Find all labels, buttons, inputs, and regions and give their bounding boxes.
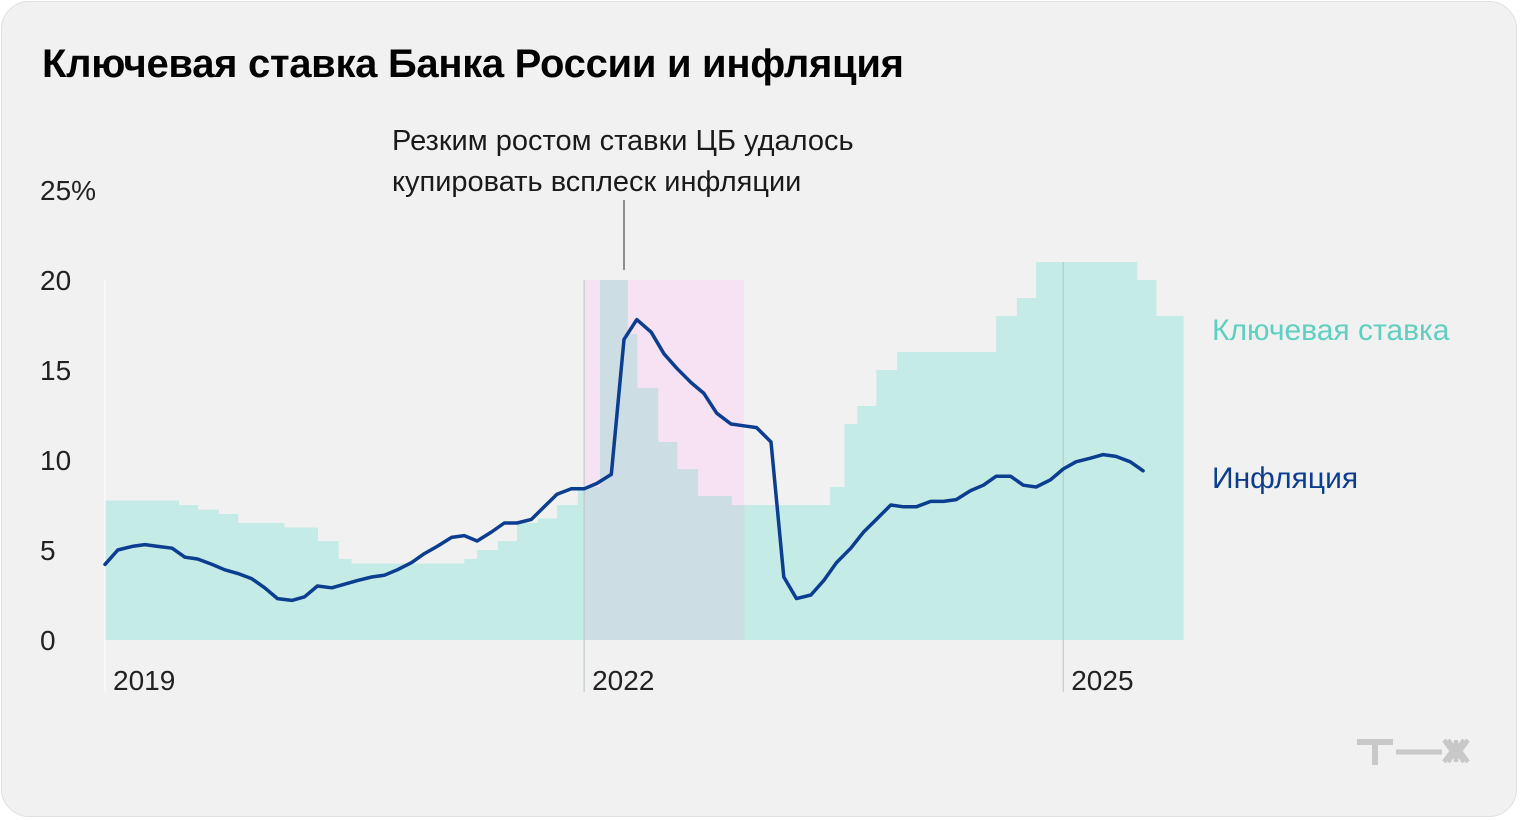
y-tick-label: 10 [40, 445, 71, 476]
key-rate-step [105, 500, 180, 640]
key-rate-step-highlighted [636, 388, 659, 640]
chart-title: Ключевая ставка Банка России и инфляция [42, 42, 904, 86]
key-rate-step [477, 550, 499, 640]
year-guides [104, 262, 1064, 692]
key-rate-step [897, 352, 997, 640]
key-rate-step [197, 509, 219, 640]
inflation-line [103, 317, 1145, 603]
legend-inflation: Инфляция [1212, 462, 1358, 495]
key-rate-step [876, 370, 898, 640]
y-tick-label: 5 [40, 535, 56, 566]
key-rate-step [844, 424, 858, 640]
y-tick-label: 15 [40, 355, 71, 386]
key-rate-step [1036, 262, 1138, 640]
x-axis: 2019 2022 2025 [113, 665, 1134, 696]
key-rate-step-highlighted [584, 487, 601, 640]
key-rate-step [556, 505, 579, 640]
inflation-layer [103, 317, 1145, 603]
x-tick-label: 2022 [592, 665, 654, 696]
logo-mark [1357, 738, 1470, 765]
y-tick-label: 0 [40, 625, 56, 656]
key-rate-step [857, 406, 877, 640]
key-rate-step [178, 505, 199, 640]
key-rate-step [1016, 298, 1037, 640]
key-rate-step [218, 514, 239, 640]
key-rate-step [464, 559, 478, 640]
key-rate-step-highlighted [697, 496, 732, 640]
key-rate-step [338, 559, 352, 640]
key-rate-step-highlighted [676, 469, 699, 640]
annotation-line-2: купировать всплеск инфляции [392, 166, 801, 198]
annotation-line-1: Резким ростом ставки ЦБ удалось [392, 125, 854, 157]
key-rate-step-highlighted [627, 334, 638, 640]
key-rate-step [1136, 280, 1157, 640]
key-rate-step [317, 541, 339, 640]
key-rate-step [283, 527, 319, 640]
key-rate-step-highlighted [657, 442, 678, 640]
y-axis: 25% 20 15 10 5 0 [40, 175, 96, 656]
key-rate-step [497, 541, 518, 640]
y-tick-label: 25% [40, 175, 96, 206]
legend-key-rate: Ключевая ставка [1212, 314, 1450, 347]
y-tick-label: 20 [40, 265, 71, 296]
key-rate-step [996, 316, 1018, 640]
key-rate-step [537, 518, 558, 640]
x-tick-label: 2019 [113, 665, 175, 696]
key-rate-step-highlighted [731, 505, 745, 640]
key-rate-step [517, 523, 539, 640]
key-rate-step [350, 563, 465, 640]
x-tick-label: 2025 [1071, 665, 1133, 696]
key-rate-step [237, 523, 285, 640]
key-rate-step [731, 505, 831, 640]
key-rate-step [1155, 316, 1184, 640]
overlap-layer [584, 280, 745, 640]
